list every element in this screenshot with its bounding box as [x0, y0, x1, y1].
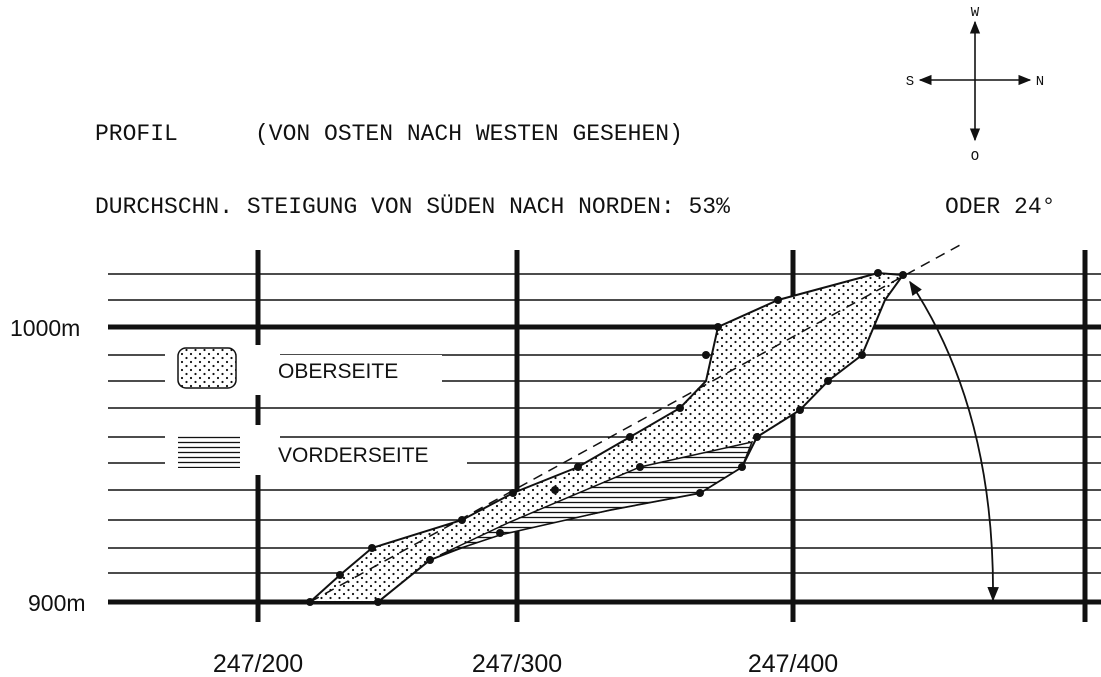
survey-points — [306, 269, 907, 606]
title: PROFIL — [95, 121, 178, 147]
compass-south: S — [906, 74, 914, 90]
legend-dots — [177, 347, 237, 389]
compass-east: O — [971, 149, 979, 165]
x-label: 247/200 — [213, 650, 303, 677]
legend-front: VORDERSEITE — [278, 444, 429, 467]
compass-west: W — [971, 5, 980, 21]
gradient-degrees: ODER 24° — [945, 194, 1055, 220]
angle-arc — [909, 280, 999, 602]
legend-upper: OBERSEITE — [278, 360, 398, 383]
gradient: DURCHSCHN. STEIGUNG VON SÜDEN NACH NORDE… — [95, 193, 730, 220]
y-label: 1000m — [10, 315, 80, 341]
legend-label-bg — [272, 440, 467, 470]
x-label: 247/400 — [748, 650, 838, 677]
compass-north: N — [1036, 74, 1044, 90]
slope-line — [309, 244, 961, 603]
legend-label-bg — [272, 355, 442, 385]
legend-hatch — [178, 434, 240, 468]
y-label: 900m — [28, 590, 86, 616]
compass: W S N O — [906, 5, 1044, 165]
x-label: 247/300 — [472, 650, 562, 677]
subtitle: (VON OSTEN NACH WESTEN GESEHEN) — [255, 121, 683, 147]
